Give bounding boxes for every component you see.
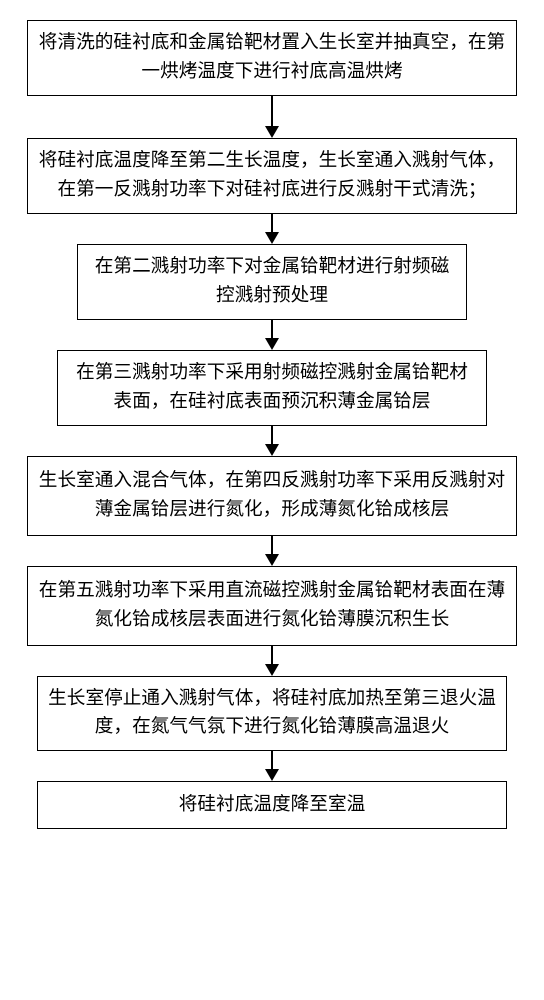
- flowchart-step-5: 生长室通入混合气体，在第四反溅射功率下采用反溅射对薄金属铪层进行氮化，形成薄氮化…: [27, 456, 517, 536]
- flowchart-step-8: 将硅衬底温度降至室温: [37, 781, 507, 829]
- flowchart-container: 将清洗的硅衬底和金属铪靶材置入生长室并抽真空，在第一烘烤温度下进行衬底高温烘烤将…: [20, 20, 524, 829]
- flowchart-step-4: 在第三溅射功率下采用射频磁控溅射金属铪靶材表面，在硅衬底表面预沉积薄金属铪层: [57, 350, 487, 426]
- flowchart-step-2: 将硅衬底温度降至第二生长温度，生长室通入溅射气体，在第一反溅射功率下对硅衬底进行…: [27, 138, 517, 214]
- flowchart-step-3: 在第二溅射功率下对金属铪靶材进行射频磁控溅射预处理: [77, 244, 467, 320]
- flowchart-arrow-6: [265, 646, 279, 676]
- arrow-line: [271, 646, 273, 664]
- arrow-head-icon: [265, 769, 279, 781]
- flowchart-step-7: 生长室停止通入溅射气体，将硅衬底加热至第三退火温度，在氮气气氛下进行氮化铪薄膜高…: [37, 676, 507, 752]
- arrow-line: [271, 426, 273, 444]
- arrow-head-icon: [265, 664, 279, 676]
- arrow-line: [271, 751, 273, 769]
- arrow-head-icon: [265, 338, 279, 350]
- flowchart-arrow-2: [265, 214, 279, 244]
- arrow-line: [271, 214, 273, 232]
- flowchart-arrow-5: [265, 536, 279, 566]
- arrow-head-icon: [265, 554, 279, 566]
- arrow-line: [271, 96, 273, 126]
- arrow-head-icon: [265, 444, 279, 456]
- flowchart-arrow-1: [265, 96, 279, 138]
- flowchart-arrow-7: [265, 751, 279, 781]
- arrow-line: [271, 320, 273, 338]
- flowchart-arrow-4: [265, 426, 279, 456]
- flowchart-step-6: 在第五溅射功率下采用直流磁控溅射金属铪靶材表面在薄氮化铪成核层表面进行氮化铪薄膜…: [27, 566, 517, 646]
- arrow-line: [271, 536, 273, 554]
- flowchart-arrow-3: [265, 320, 279, 350]
- arrow-head-icon: [265, 126, 279, 138]
- flowchart-step-1: 将清洗的硅衬底和金属铪靶材置入生长室并抽真空，在第一烘烤温度下进行衬底高温烘烤: [27, 20, 517, 96]
- arrow-head-icon: [265, 232, 279, 244]
